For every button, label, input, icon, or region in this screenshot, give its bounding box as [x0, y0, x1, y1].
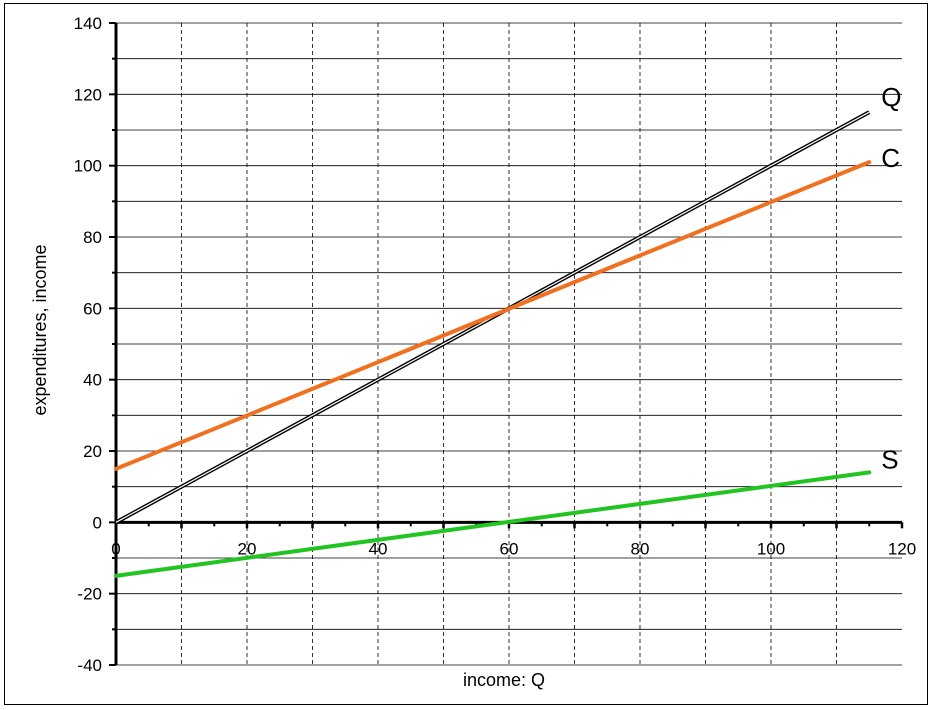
series-label-q: Q — [881, 82, 901, 112]
x-tick-label: 40 — [369, 539, 388, 558]
y-tick-label: 140 — [74, 14, 102, 33]
x-axis-title: income: Q — [463, 670, 545, 690]
y-tick-label: 0 — [93, 513, 102, 532]
series-line-c — [114, 160, 872, 471]
y-tick-label: -20 — [77, 585, 102, 604]
y-axis-title: expenditures, income — [30, 244, 50, 415]
y-tick-label: 60 — [83, 299, 102, 318]
y-tick-label: 20 — [83, 442, 102, 461]
y-tick-label: 40 — [83, 371, 102, 390]
y-tick-label: -40 — [77, 656, 102, 675]
tick-labels: 140 120 100 80 60 40 20 0 -20 -40 0 20 40 60 80 100 120 Q… — [74, 14, 917, 675]
y-tick-label: 120 — [74, 85, 102, 104]
y-tick-label: 80 — [83, 228, 102, 247]
x-tick-label: 120 — [888, 539, 916, 558]
series-label-s: S — [881, 444, 898, 474]
x-tick-label: 60 — [500, 539, 519, 558]
chart-frame — [4, 3, 928, 705]
series-line-s — [114, 470, 872, 578]
y-tick-label: 100 — [74, 157, 102, 176]
series-lines — [114, 110, 872, 578]
x-tick-label: 80 — [631, 539, 650, 558]
x-tick-label: 100 — [757, 539, 785, 558]
x-tick-label: 20 — [238, 539, 257, 558]
x-tick-label: 0 — [111, 539, 120, 558]
series-label-c: C — [881, 143, 900, 173]
grid — [116, 22, 902, 666]
